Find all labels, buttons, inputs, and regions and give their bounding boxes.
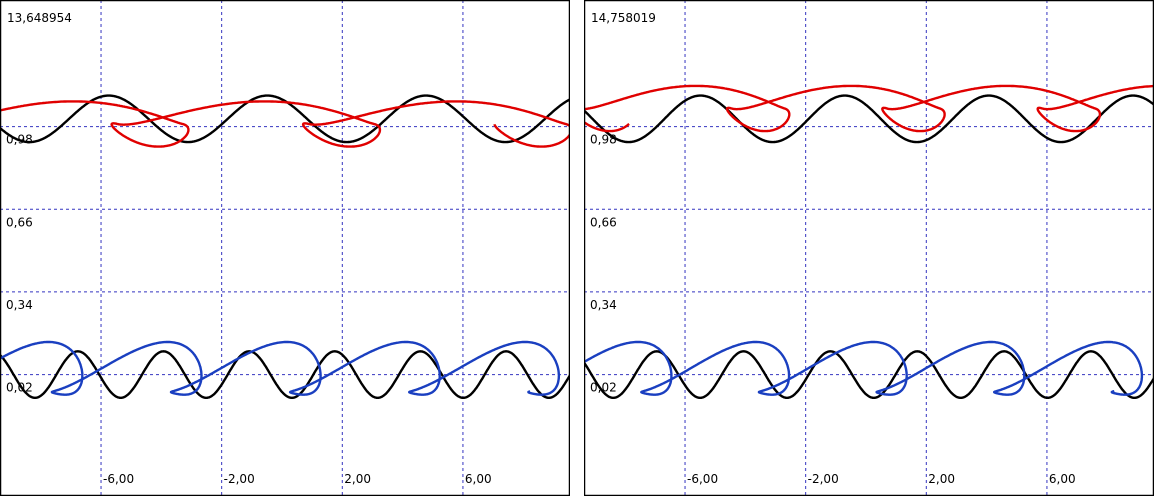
y-tick-label: 0,02 (6, 381, 33, 395)
x-tick-label: 2,00 (344, 472, 371, 486)
series-curve (584, 84, 1154, 133)
x-tick-label: -2,00 (224, 472, 255, 486)
plot-background (0, 0, 570, 496)
series-curve (0, 350, 570, 399)
plot-canvas-left: -6,00 -2,00 2,00 6,00 0,02 0,34 0,66 0,98 13,64… (0, 0, 570, 496)
y-tick-label: 0,66 (6, 215, 33, 229)
y-tick-label: 0,34 (6, 298, 33, 312)
series-curve (0, 340, 561, 396)
plot-background (584, 0, 1154, 496)
series-curve (584, 340, 1144, 396)
plot-panel-left: -6,00 -2,00 2,00 6,00 0,02 0,34 0,66 0,98 13,64… (0, 0, 570, 496)
x-tick-label: -6,00 (103, 472, 134, 486)
x-tick-label: -2,00 (808, 472, 839, 486)
series-curve (0, 100, 570, 148)
plot-panel-right: -6,00 -2,00 2,00 6,00 0,02 0,34 0,66 0,98 14,75… (584, 0, 1154, 496)
y-tick-label: 0,98 (6, 133, 33, 147)
x-tick-label: 6,00 (1049, 472, 1076, 486)
y-tick-label: 0,66 (590, 215, 617, 229)
y-tick-label: 0,34 (590, 298, 617, 312)
series-curve (0, 94, 570, 144)
y-tick-label: 0,02 (590, 381, 617, 395)
x-tick-label: -6,00 (687, 472, 718, 486)
x-tick-label: 2,00 (928, 472, 955, 486)
plot-canvas-right: -6,00 -2,00 2,00 6,00 0,02 0,34 0,66 0,98 14,75… (584, 0, 1154, 496)
plot-value-readout: 14,758019 (591, 11, 656, 25)
plot-value-readout: 13,648954 (7, 11, 72, 25)
x-tick-label: 6,00 (465, 472, 492, 486)
series-curve (584, 94, 1154, 144)
y-tick-label: 0,98 (590, 133, 617, 147)
